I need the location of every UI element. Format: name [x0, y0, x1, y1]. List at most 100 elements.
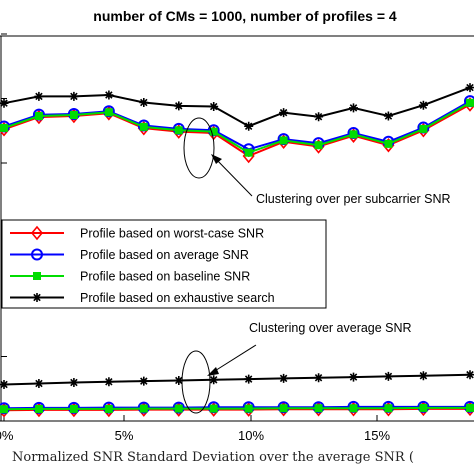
data-point: [69, 378, 79, 387]
legend-item: Profile based on average SNR: [10, 248, 249, 262]
data-point: [104, 90, 114, 100]
annotation-arrow-average: [209, 344, 257, 375]
data-point: [418, 100, 428, 110]
x-ticks: 0% 5% 10% 15%: [0, 415, 390, 443]
data-point: [174, 126, 183, 135]
annotation-label-average: Clustering over average SNR: [249, 321, 412, 335]
legend-label: Profile based on baseline SNR: [80, 270, 250, 284]
data-point: [139, 404, 148, 413]
data-point: [209, 102, 219, 111]
data-point: [465, 83, 474, 93]
data-point: [209, 127, 218, 136]
data-point: [0, 123, 8, 132]
data-point: [349, 404, 358, 413]
data-point: [383, 371, 393, 381]
data-point: [0, 380, 9, 389]
legend-label: Profile based on average SNR: [80, 248, 249, 262]
data-point: [209, 375, 219, 385]
chart-title: number of CMs = 1000, number of profiles…: [93, 8, 397, 24]
legend-item: Profile based on worst-case SNR: [10, 225, 264, 241]
x-tick-label: 5%: [115, 428, 134, 443]
series-line: [3, 373, 471, 386]
data-point: [279, 136, 288, 145]
series-2: [0, 98, 474, 157]
legend-marker: [33, 272, 41, 280]
series-6: [0, 403, 474, 414]
data-point: [349, 372, 358, 382]
series-line: [3, 406, 470, 411]
legend-label: Profile based on exhaustive search: [80, 291, 275, 305]
x-axis-label: Normalized SNR Standard Deviation over t…: [12, 450, 414, 465]
legend-item: Profile based on exhaustive search: [10, 291, 275, 305]
data-point: [104, 377, 114, 387]
data-point: [174, 376, 184, 385]
annotation-per-subcarrier: Clustering over per subcarrier SNR: [183, 117, 451, 206]
data-point: [418, 371, 428, 381]
data-point: [314, 141, 323, 150]
data-point: [34, 379, 44, 388]
data-point: [0, 405, 8, 414]
data-point: [465, 370, 474, 380]
x-tick-label: 10%: [238, 428, 264, 443]
data-point: [244, 404, 253, 413]
annotation-ellipse-average: [181, 350, 211, 414]
data-point: [244, 121, 254, 131]
data-point: [69, 404, 78, 413]
series-line: [3, 101, 471, 154]
data-point: [174, 404, 183, 413]
data-point: [384, 139, 393, 148]
x-tick-label: 0%: [0, 428, 14, 443]
data-point: [419, 124, 428, 133]
data-point: [34, 91, 44, 101]
legend-box: [1, 219, 327, 309]
plot-area: 0% 5% 10% 15%: [0, 33, 474, 443]
legend-marker: [31, 248, 43, 261]
legend-marker: [32, 293, 42, 302]
data-point: [349, 103, 358, 113]
data-point: [314, 404, 323, 413]
data-point: [104, 108, 113, 117]
series-layer: [0, 83, 474, 418]
data-point: [244, 148, 253, 157]
series-0: [0, 97, 474, 164]
data-point: [139, 376, 149, 386]
legend-item: Profile based on baseline SNR: [10, 270, 250, 284]
data-point: [0, 98, 9, 108]
data-point: [384, 404, 393, 413]
data-point: [174, 101, 184, 111]
series-3: [0, 83, 474, 131]
legend-marker: [30, 225, 44, 241]
data-point: [279, 108, 289, 118]
legend-label: Profile based on worst-case SNR: [80, 227, 264, 241]
data-point: [314, 373, 324, 383]
legend: Profile based on worst-case SNR Profile b…: [1, 219, 327, 309]
data-point: [69, 111, 78, 120]
annotation-average: Clustering over average SNR: [181, 321, 412, 414]
data-point: [279, 404, 288, 413]
data-point: [466, 403, 474, 412]
data-point: [104, 404, 113, 413]
data-point: [69, 91, 79, 101]
data-point: [34, 404, 43, 413]
data-point: [466, 98, 474, 107]
data-point: [34, 112, 43, 121]
data-point: [209, 404, 218, 413]
series-line: [3, 86, 471, 128]
series-7: [0, 370, 474, 389]
data-point: [349, 130, 358, 139]
data-point: [419, 403, 428, 412]
data-point: [383, 111, 393, 121]
annotation-arrowhead-per-subcarrier: [211, 154, 222, 164]
data-point: [314, 112, 324, 122]
annotation-arrowhead-average: [207, 367, 219, 376]
x-tick-label: 15%: [364, 428, 390, 443]
data-point: [279, 373, 289, 383]
data-point: [244, 374, 254, 384]
legend-items: Profile based on worst-case SNR Profile b…: [10, 225, 275, 305]
data-point: [139, 122, 148, 131]
annotation-label-per-subcarrier: Clustering over per subcarrier SNR: [256, 192, 451, 206]
data-point: [139, 98, 149, 107]
annotation-ellipse-per-subcarrier: [183, 117, 215, 179]
annotation-arrow-per-subcarrier: [212, 155, 253, 197]
